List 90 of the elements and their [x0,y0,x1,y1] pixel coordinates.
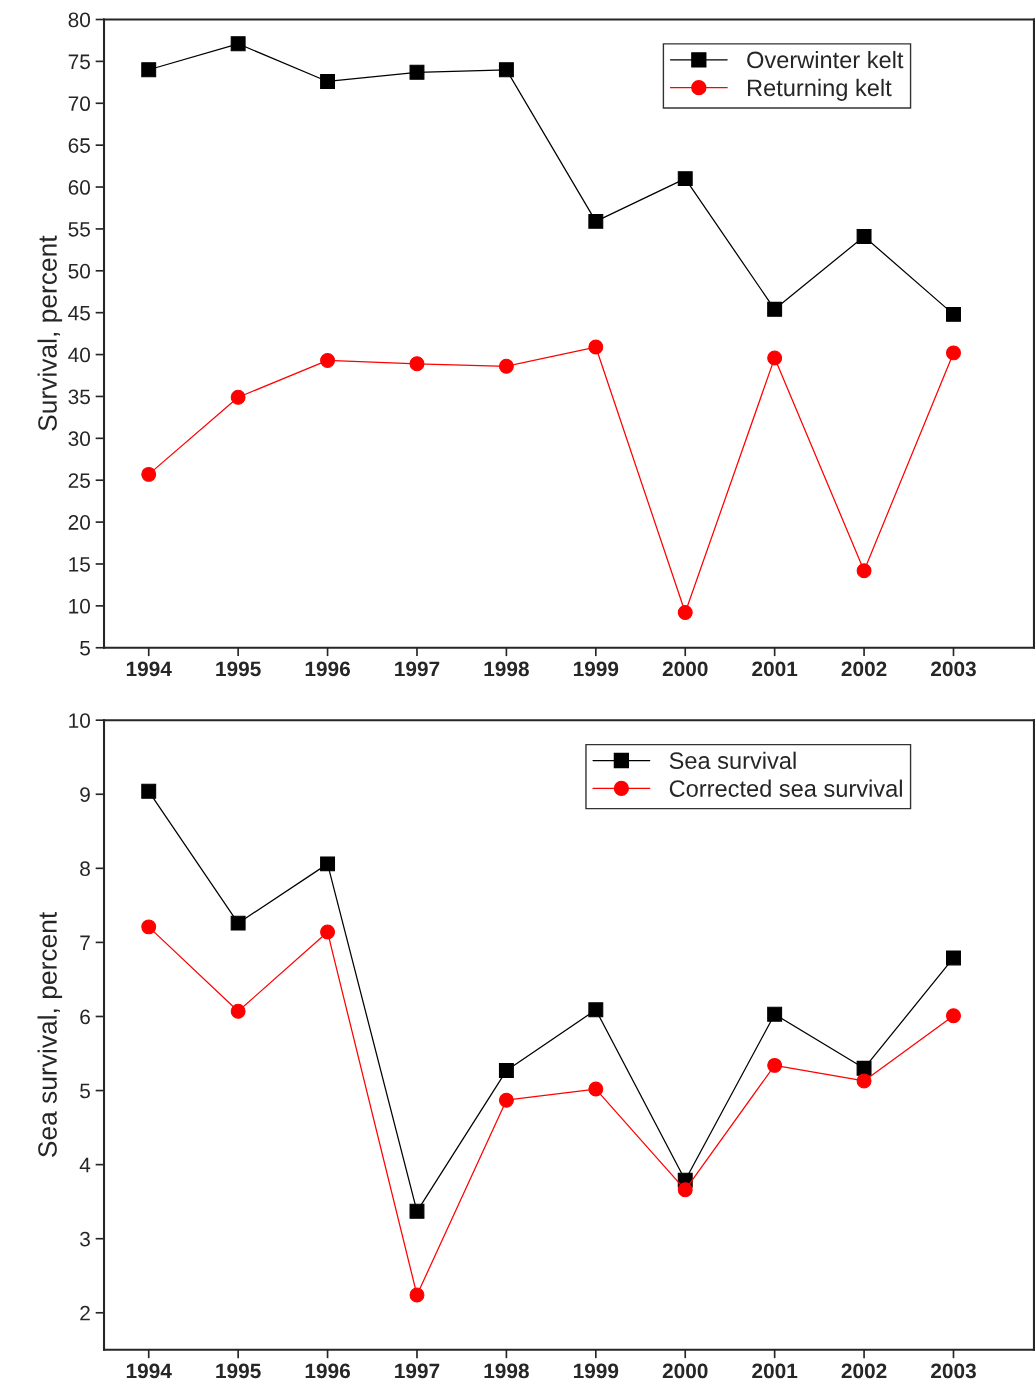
x-tick-label: 1994 [126,661,172,677]
y-tick-label: 65 [68,138,90,153]
legend-label: Corrected sea survival [669,779,902,797]
point [498,62,514,78]
point [767,350,783,366]
point [320,74,336,89]
point [409,356,425,372]
y-tick-label: 4 [79,1157,91,1173]
x-tick-label: 1995 [216,1363,261,1379]
y-tick-label: 10 [69,713,91,728]
point [230,1003,246,1019]
y-tick-label: 2 [80,1305,90,1321]
y-tick-label: 35 [68,389,90,405]
y-tick-label: 15 [69,557,90,572]
y-tick-label: 9 [80,787,90,803]
x-tick-label: 1994 [126,1363,172,1379]
point [677,171,693,187]
x-tick-label: 2001 [752,1363,798,1379]
x-tick-label: 1996 [305,661,350,677]
point [409,1287,425,1303]
x-tick-label: 2002 [841,661,887,677]
y-tick-label: 5 [80,1083,90,1099]
point [320,352,336,368]
y-tick-label: 7 [80,935,90,950]
y-tick-label: 20 [68,515,91,530]
legend-label: Returning kelt [747,78,892,101]
point [141,62,157,78]
point [677,1182,693,1198]
x-tick-label: 1999 [573,661,619,677]
x-tick-label: 1997 [395,661,440,677]
point [141,466,157,482]
point [320,856,336,872]
point [320,924,336,940]
legend-label: Overwinter kelt [747,50,904,69]
y-tick-label: 5 [80,640,90,656]
x-tick-label: 1999 [573,1363,619,1379]
y-tick-label: 25 [68,473,90,488]
point [588,1002,604,1018]
x-tick-label: 2000 [662,661,708,677]
y-tick-label: 6 [80,1009,90,1025]
point [946,1008,961,1024]
point [141,919,157,935]
point [230,389,246,405]
point [498,1092,514,1108]
y-tick-label: 8 [80,861,90,877]
point [409,64,425,80]
x-tick-label: 2001 [752,661,798,677]
point [856,228,872,244]
y-tick-label: 80 [68,12,91,28]
point [946,306,961,322]
y-axis-title: Sea survival, percent [37,911,63,1157]
y-tick-label: 30 [68,431,91,447]
y-tick-label: 70 [68,96,91,112]
point [409,1203,425,1219]
x-tick-label: 2003 [931,1363,976,1379]
y-tick-label: 45 [68,305,90,321]
legend-label: Sea survival [669,751,796,770]
x-tick-label: 1996 [305,1363,350,1379]
point [946,345,961,361]
y-axis-title: Survival, percent [37,235,63,431]
point [588,339,604,355]
y-tick-label: 40 [68,347,91,363]
point [856,1073,872,1089]
x-tick-label: 1995 [216,661,261,677]
point [767,1006,783,1022]
point [767,1057,783,1073]
point [946,950,961,966]
x-tick-label: 1998 [484,661,529,677]
point [498,1063,514,1079]
point [856,1060,872,1076]
y-tick-label: 60 [68,180,91,195]
y-tick-label: 3 [80,1231,90,1247]
x-tick-label: 2003 [931,661,976,677]
y-tick-label: 55 [68,222,90,237]
point [141,783,157,799]
y-tick-label: 50 [68,263,91,279]
y-tick-label: 10 [69,598,91,614]
point [230,915,246,931]
point [856,563,872,579]
point [767,301,783,317]
x-tick-label: 2000 [662,1363,708,1379]
point [677,605,693,621]
point [230,36,246,52]
point [588,213,604,229]
x-tick-label: 1998 [484,1363,529,1379]
point [588,1081,604,1097]
point [498,358,514,374]
x-tick-label: 1997 [395,1363,440,1379]
x-tick-label: 2002 [841,1363,887,1379]
y-tick-label: 75 [68,54,90,70]
